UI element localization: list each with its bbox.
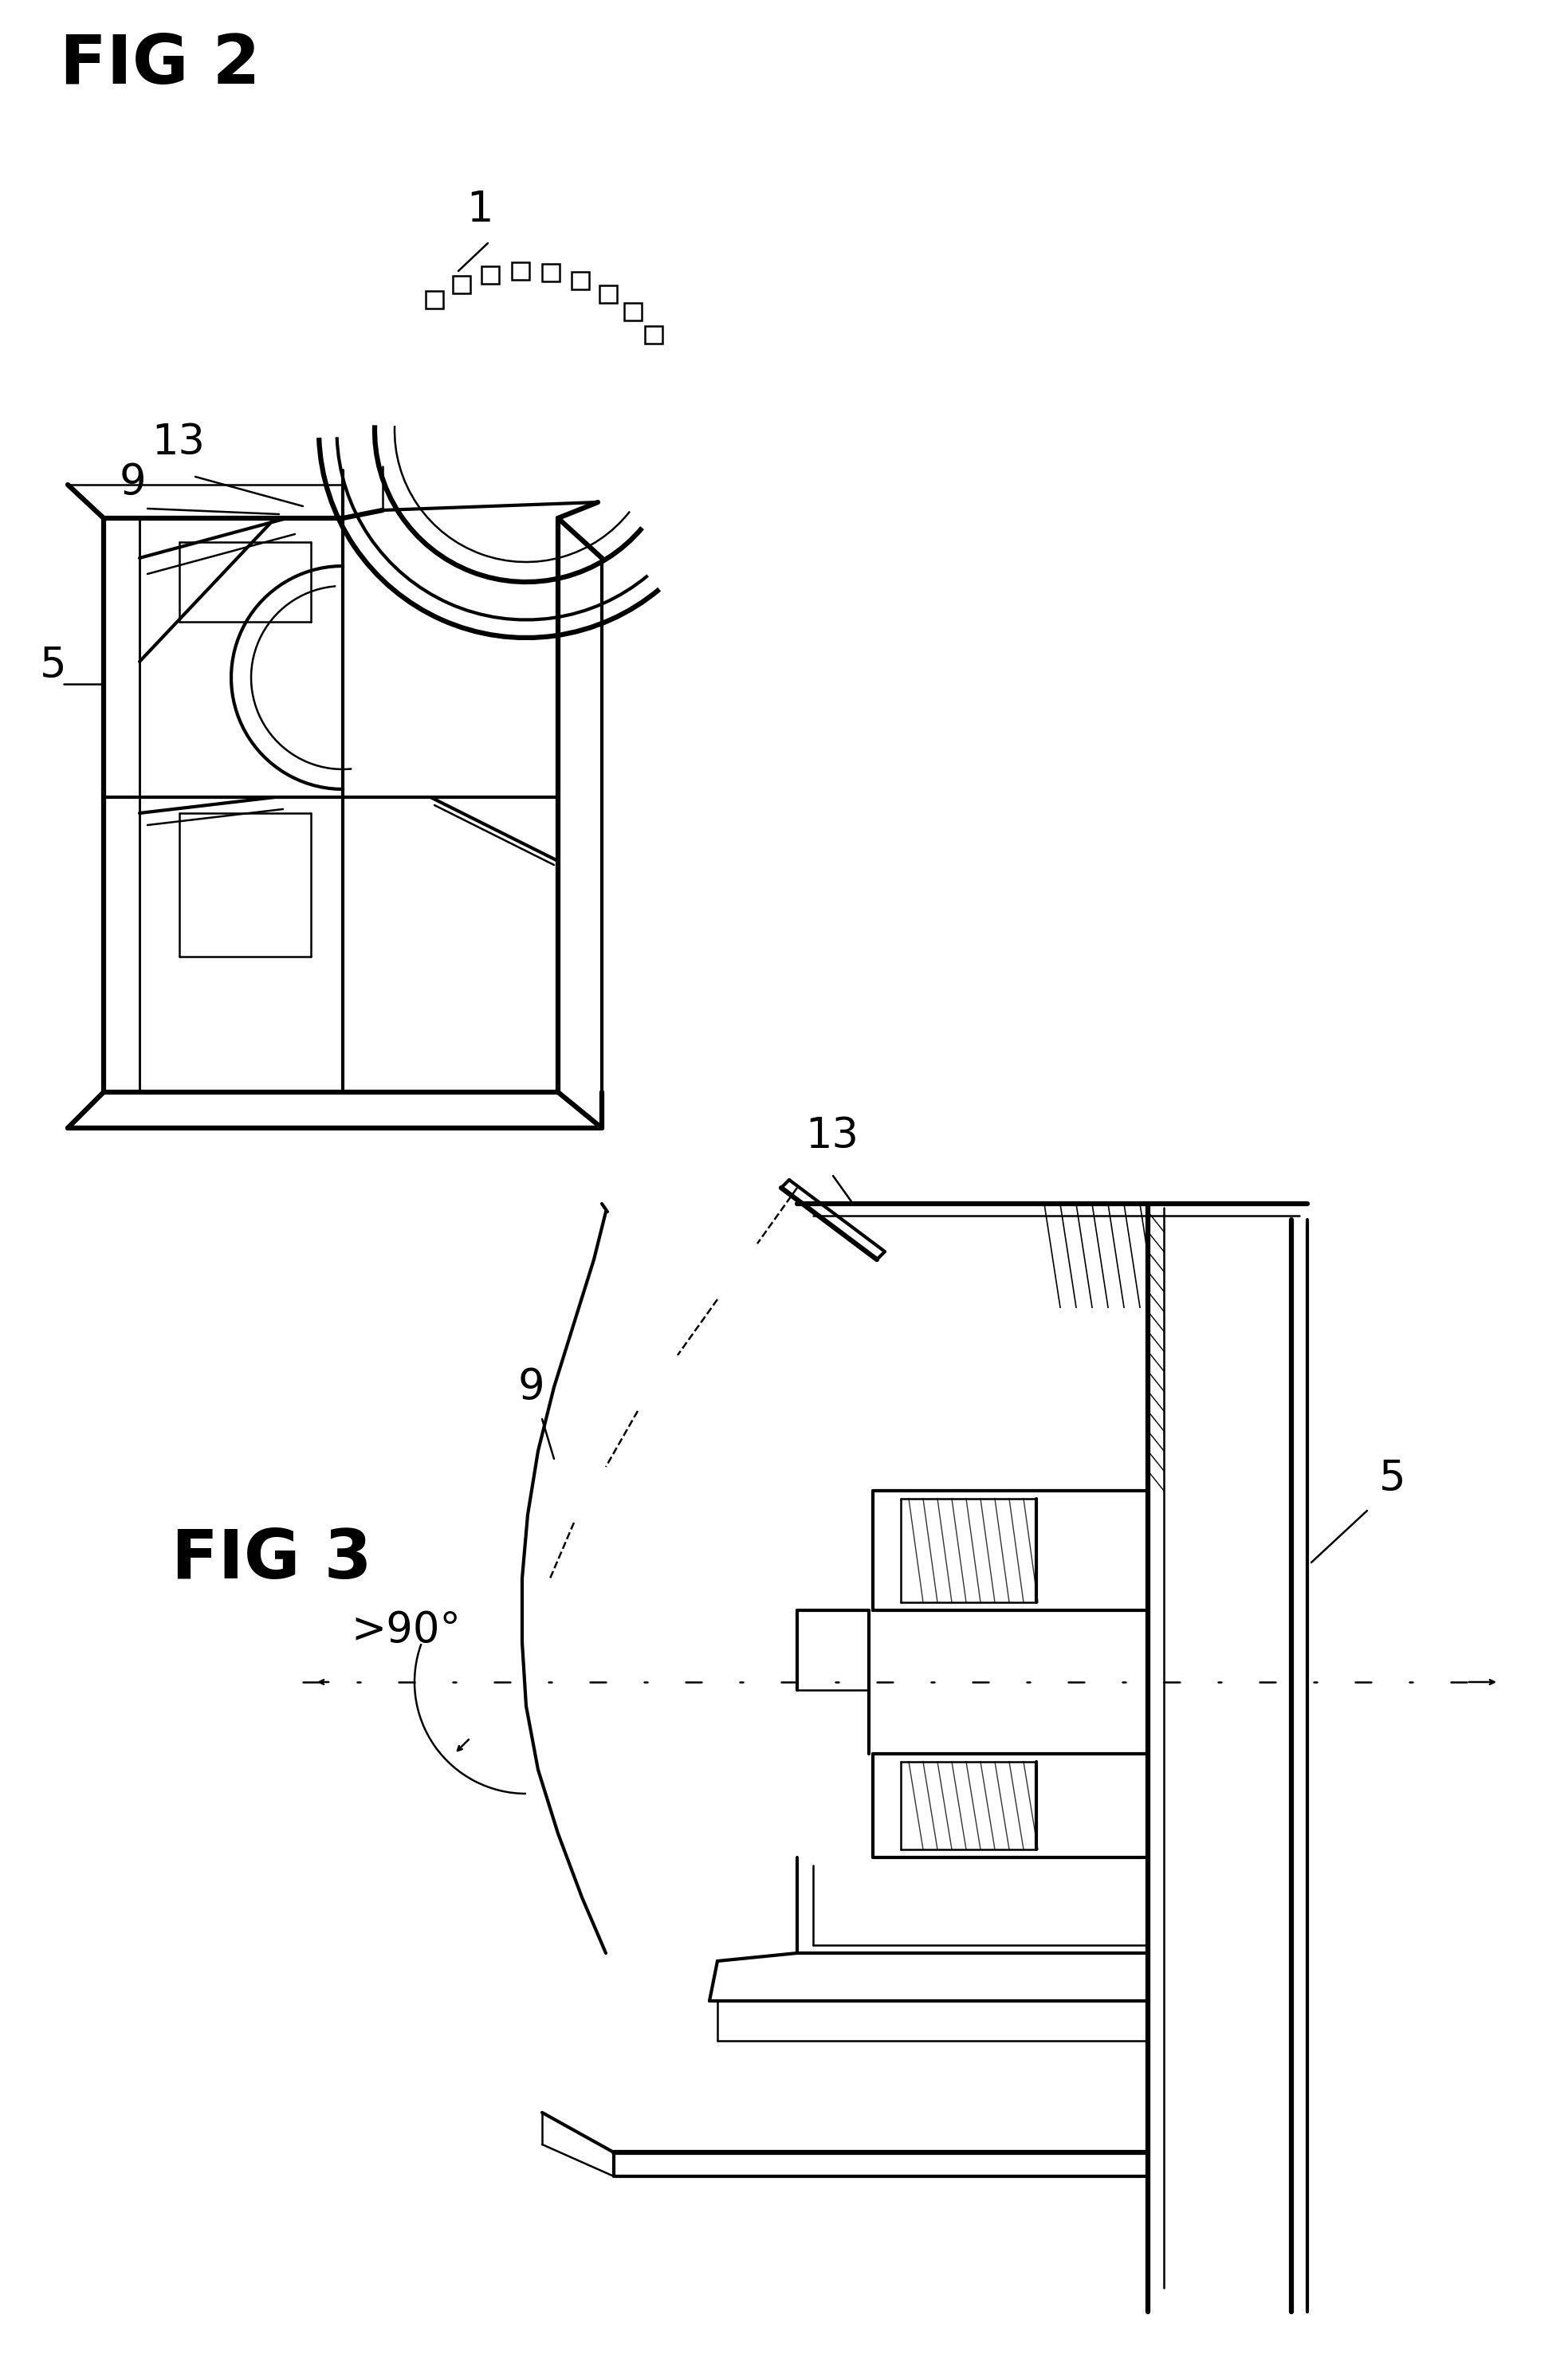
Bar bbox=[453, 275, 470, 294]
Text: 5: 5 bbox=[39, 646, 67, 686]
Text: FIG 2: FIG 2 bbox=[60, 31, 260, 97]
Bar bbox=[624, 304, 641, 320]
Bar bbox=[543, 264, 560, 283]
Text: 13: 13 bbox=[804, 1116, 859, 1156]
Bar bbox=[572, 273, 590, 290]
Text: FIG 3: FIG 3 bbox=[171, 1526, 372, 1593]
Bar bbox=[599, 285, 616, 301]
Bar bbox=[426, 292, 444, 309]
Text: 9: 9 bbox=[517, 1367, 546, 1408]
Bar bbox=[644, 325, 662, 344]
Bar bbox=[511, 264, 530, 280]
Text: 5: 5 bbox=[1380, 1458, 1406, 1500]
Text: 9: 9 bbox=[119, 461, 146, 503]
Text: 13: 13 bbox=[152, 423, 205, 463]
Bar bbox=[481, 266, 499, 285]
Text: >90°: >90° bbox=[351, 1610, 461, 1650]
Text: 1: 1 bbox=[466, 190, 492, 230]
